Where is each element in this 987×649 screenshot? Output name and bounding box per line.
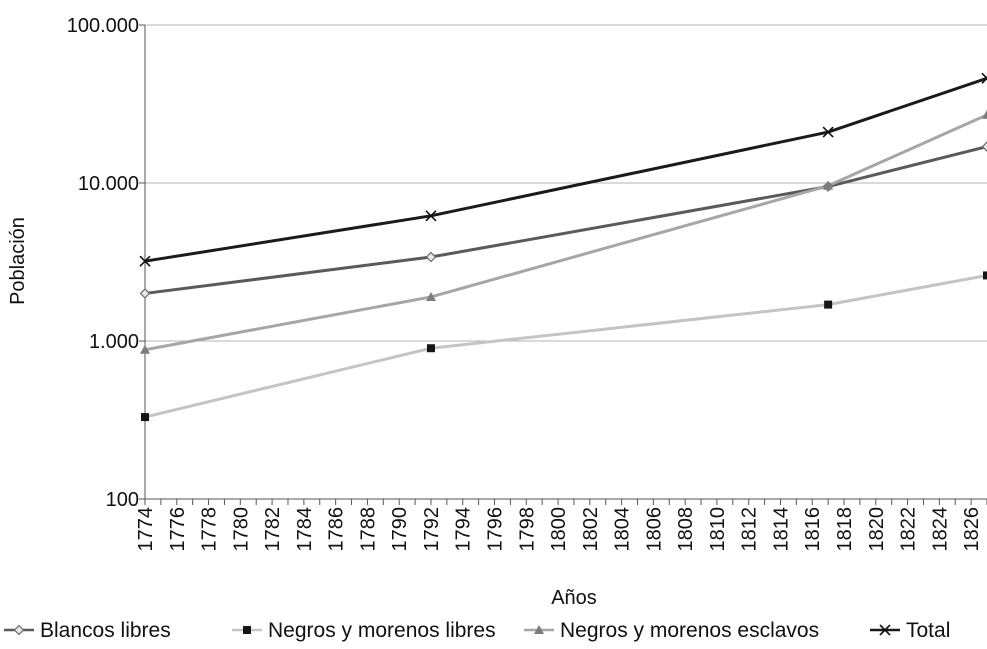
- x-tick-label: 1804: [612, 507, 634, 552]
- data-point: [982, 109, 987, 119]
- x-tick-label: 1796: [485, 507, 507, 552]
- x-tick-labels: 1774 1776 1778 1780 1782 1784 1786 1788 1790 1792…: [135, 507, 983, 552]
- x-tick-label: 1818: [834, 507, 856, 552]
- x-tick-label: 1786: [326, 507, 348, 552]
- series-line-1: [144, 273, 987, 419]
- x-tick-label: 1798: [516, 507, 538, 552]
- x-tick-label: 1824: [929, 507, 951, 552]
- y-tick-label: 100: [106, 489, 139, 511]
- y-tick-labels: 100 1.000 10.000 100.000: [67, 15, 139, 511]
- legend-label: Negros y morenos libres: [268, 619, 496, 642]
- marker-stroke: [425, 210, 437, 222]
- x-tick-label: 1822: [898, 507, 920, 552]
- x-tick-label: 1810: [707, 507, 729, 552]
- y-axis-label: Población: [7, 217, 29, 305]
- x-axis-label: Años: [551, 587, 597, 609]
- x-tick-label: 1806: [643, 507, 665, 552]
- gridlines: [145, 24, 987, 342]
- x-tick-label: 1808: [675, 507, 697, 552]
- data-point: [425, 210, 437, 222]
- data-point: [426, 344, 435, 353]
- x-tick-label: 1780: [230, 507, 252, 552]
- series-line-3: [144, 76, 987, 263]
- data-point: [140, 344, 150, 354]
- marker-stroke: [981, 77, 987, 84]
- marker-stroke: [139, 255, 151, 267]
- legend-swatch-marker: [243, 626, 251, 634]
- marker-stroke: [822, 126, 834, 138]
- x-tick-label: 1784: [294, 507, 316, 552]
- data-point: [425, 291, 436, 301]
- x-tick-label: 1792: [421, 507, 443, 552]
- legend-swatch-marker: [13, 624, 25, 636]
- legend-swatch-marker: [879, 624, 891, 636]
- data-point: [139, 255, 151, 267]
- data-point: [981, 72, 987, 84]
- x-tick-label: 1778: [199, 507, 221, 552]
- x-tick-label: 1820: [866, 507, 888, 552]
- x-tick-label: 1812: [739, 507, 761, 552]
- x-tick-label: 1802: [580, 507, 602, 552]
- series-line-0: [144, 145, 987, 295]
- data-point: [983, 271, 987, 280]
- x-tick-label: 1788: [357, 507, 379, 552]
- x-tick-label: 1776: [167, 507, 189, 552]
- axes: [139, 24, 987, 505]
- data-point: [823, 180, 834, 190]
- x-tick-label: 1800: [548, 507, 570, 552]
- y-tick-label: 100.000: [67, 15, 139, 37]
- data-point: [425, 251, 437, 263]
- data-point: [139, 288, 151, 299]
- x-tick-label: 1782: [262, 507, 284, 552]
- data-point: [824, 300, 833, 309]
- marker-stroke: [879, 624, 891, 636]
- x-tick-label: 1790: [389, 507, 411, 552]
- series-markers: [139, 72, 987, 422]
- legend-label: Total: [906, 619, 950, 642]
- legend: Blancos libres Negros y morenos libres Neg…: [4, 619, 950, 642]
- x-tick-label: 1814: [770, 507, 792, 552]
- x-tick-label: 1774: [135, 507, 157, 552]
- x-tick-label: 1826: [961, 507, 983, 552]
- marker-stroke: [981, 72, 987, 80]
- x-tick-label: 1794: [453, 507, 475, 552]
- x-tick-label: 1816: [802, 507, 824, 552]
- legend-label: Negros y morenos esclavos: [560, 619, 819, 642]
- data-point: [822, 126, 834, 138]
- y-tick-label: 1.000: [89, 331, 139, 353]
- legend-label: Blancos libres: [40, 619, 171, 642]
- data-point: [981, 141, 987, 152]
- series-line-2: [144, 113, 987, 352]
- y-tick-label: 10.000: [78, 173, 139, 195]
- data-point: [141, 413, 149, 422]
- legend-swatch-marker: [534, 625, 544, 634]
- series-lines: [144, 76, 987, 419]
